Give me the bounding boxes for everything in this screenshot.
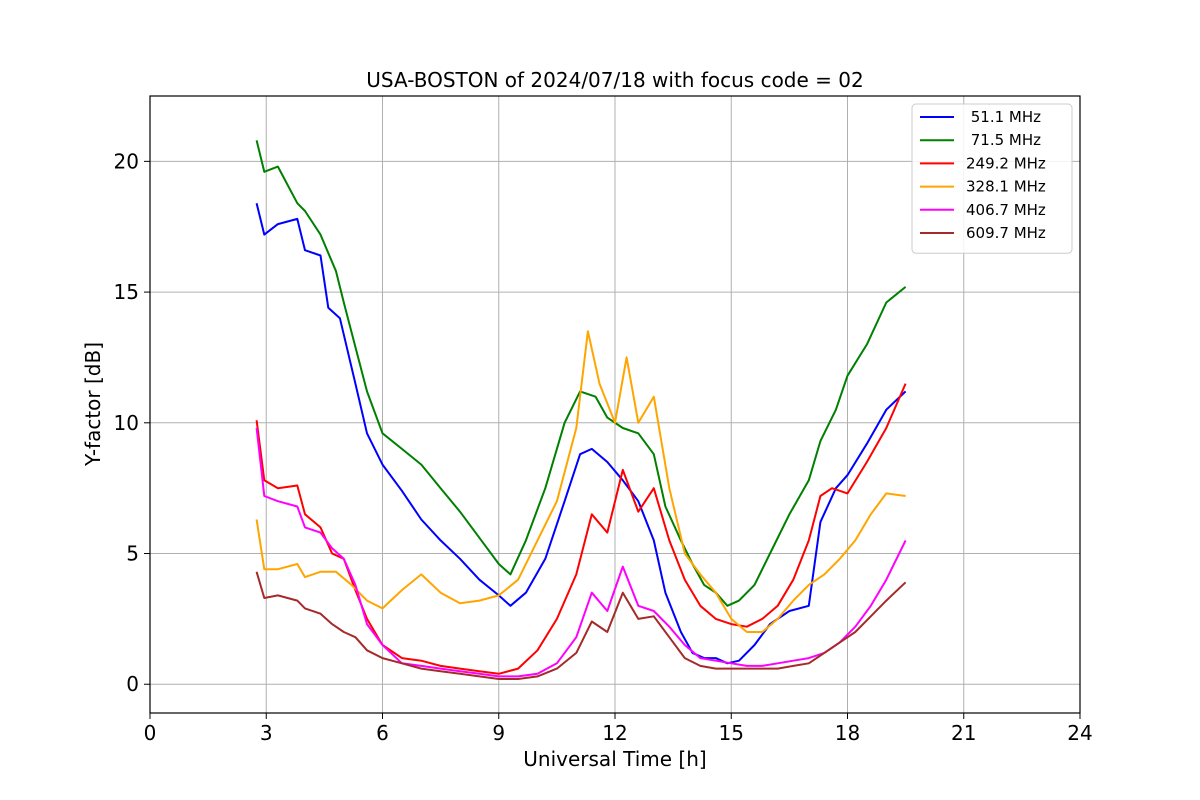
x-tick-label: 18	[835, 721, 860, 745]
x-tick-label: 3	[260, 721, 273, 745]
y-tick-label: 20	[114, 149, 139, 173]
series-line-0	[255, 202, 907, 665]
x-tick-label: 24	[1067, 721, 1092, 745]
legend-label: 249.2 MHz	[966, 154, 1046, 172]
x-tick-label: 12	[602, 721, 627, 745]
y-tick-label: 15	[114, 280, 139, 304]
series-line-1	[255, 140, 907, 607]
series-line-3	[255, 330, 906, 633]
x-tick-label: 21	[951, 721, 976, 745]
y-axis-label: Y-factor [dB]	[81, 342, 105, 467]
legend-label: 51.1 MHz	[966, 108, 1041, 126]
legend-label: 609.7 MHz	[966, 224, 1046, 242]
chart-title: USA-BOSTON of 2024/07/18 with focus code…	[366, 68, 863, 92]
y-tick-label: 0	[126, 672, 139, 696]
y-tick-label: 10	[114, 411, 139, 435]
legend-label: 328.1 MHz	[966, 178, 1046, 196]
legend: 51.1 MHz 71.5 MHz 249.2 MHz 328.1 MHz 406.7…	[911, 103, 1073, 254]
x-tick-label: 0	[144, 721, 157, 745]
legend-label: 71.5 MHz	[966, 131, 1041, 149]
series-line-5	[255, 571, 907, 680]
x-tick-label: 6	[376, 721, 389, 745]
legend-label: 406.7 MHz	[966, 201, 1046, 219]
series-line-4	[255, 427, 907, 678]
y-tick-label: 5	[126, 542, 139, 566]
ticks: 0 3 6 9 12 15 18 21 24 0 5 10 15 20	[114, 149, 1093, 745]
x-axis-label: Universal Time [h]	[523, 747, 706, 771]
legend-box	[911, 103, 1073, 254]
x-tick-label: 15	[719, 721, 744, 745]
x-tick-label: 9	[492, 721, 505, 745]
series-layer	[255, 140, 907, 680]
